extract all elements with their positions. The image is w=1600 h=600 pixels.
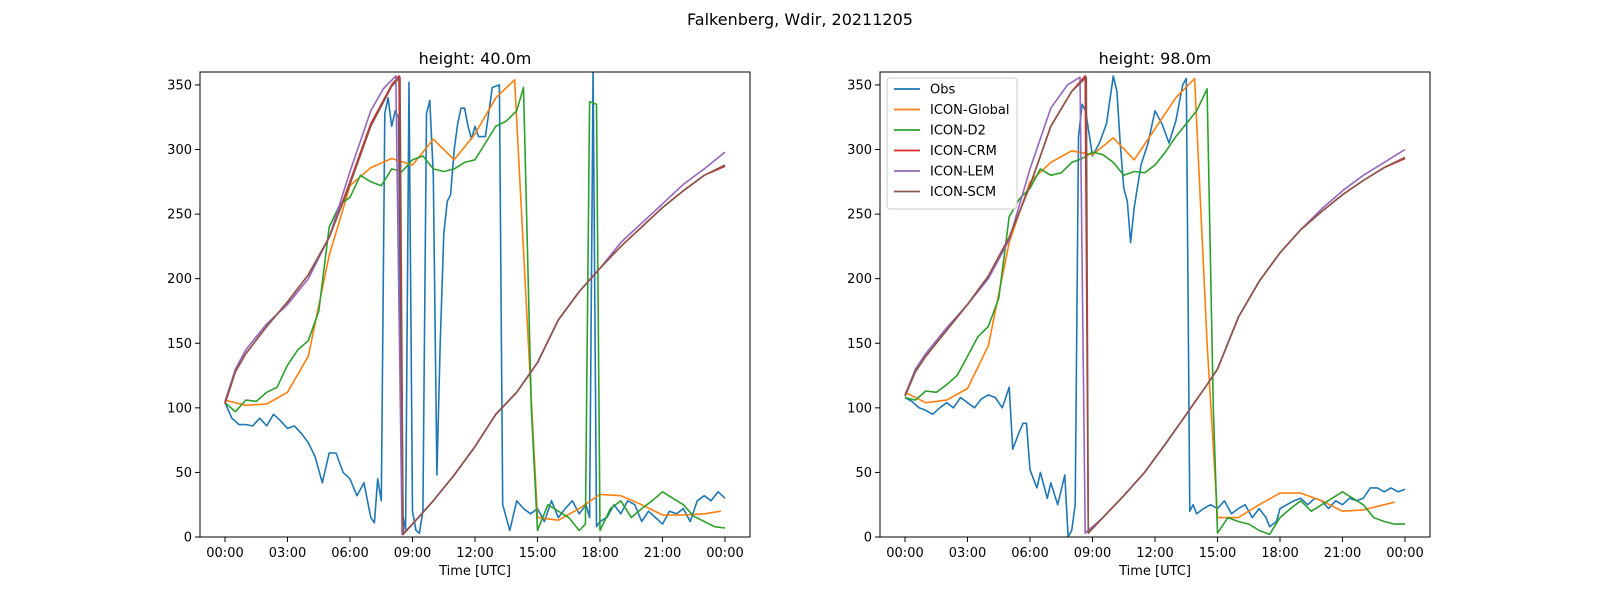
series-group [224,72,726,536]
series-line-obs [224,72,726,534]
y-tick-label: 300 [167,143,192,158]
x-tick-label: 12:00 [1136,546,1173,561]
series-line-icon-global [224,79,721,521]
y-tick-label: 150 [167,337,192,352]
y-tick-label: 0 [864,531,872,546]
x-tick-label: 09:00 [1074,546,1111,561]
x-tick-label: 21:00 [644,546,681,561]
legend-entry: ICON-SCM [930,185,996,200]
y-tick-label: 200 [847,272,872,287]
x-tick-label: 15:00 [519,546,556,561]
y-tick-label: 350 [847,78,872,93]
chart-panel-1: 00:00 03:00 06:00 09:00 12:00 15:00 18:00 21:00… [167,49,751,579]
y-tick-label: 250 [167,208,192,223]
series-group [904,75,1406,537]
y-tick-label: 350 [167,78,192,93]
y-tick-label: 0 [184,531,192,546]
x-tick-label: 12:00 [456,546,493,561]
panel-title: height: 40.0m [419,49,532,68]
legend-entry: ICON-D2 [930,124,986,139]
x-tick-label: 09:00 [394,546,431,561]
x-tick-label: 00:00 [886,546,923,561]
legend-entry: Obs [930,83,955,98]
x-tick-label: 06:00 [331,546,368,561]
x-tick-label: 21:00 [1324,546,1361,561]
x-axis-label: Time [UTC] [438,564,511,579]
x-tick-label: 15:00 [1199,546,1236,561]
x-tick-label: 03:00 [949,546,986,561]
x-tick-label: 00:00 [706,546,743,561]
y-tick-label: 250 [847,208,872,223]
legend-entry: ICON-Global [930,103,1010,118]
series-line-icon-scm [904,76,1406,534]
x-tick-label: 18:00 [1261,546,1298,561]
series-line-icon-scm [224,76,726,536]
series-line-icon-d2 [224,86,726,532]
y-tick-label: 150 [847,337,872,352]
series-line-icon-global [904,77,1395,519]
legend-box [886,77,1018,210]
series-line-icon-d2 [904,88,1405,536]
legend: Obs ICON-Global ICON-D2 ICON-CRM ICON-LEM ICO… [886,77,1018,210]
x-axis-label: Time [UTC] [1118,564,1191,579]
x-tick-label: 06:00 [1011,546,1048,561]
y-tick-label: 300 [847,143,872,158]
x-tick-label: 03:00 [269,546,306,561]
x-tick-label: 18:00 [581,546,618,561]
y-tick-label: 200 [167,272,192,287]
x-tick-label: 00:00 [206,546,243,561]
legend-entry: ICON-CRM [930,144,997,159]
figure-title: Falkenberg, Wdir, 20211205 [687,10,913,29]
y-tick-label: 100 [847,401,872,416]
x-tick-label: 00:00 [1386,546,1423,561]
panel-title: height: 98.0m [1099,49,1212,68]
y-tick-label: 50 [175,466,192,481]
chart-panel-2: 00:00 03:00 06:00 09:00 12:00 15:00 18:00 21:00… [847,49,1431,579]
series-line-obs [904,75,1406,537]
y-tick-label: 100 [167,401,192,416]
y-tick-label: 50 [855,466,872,481]
legend-entry: ICON-LEM [930,165,994,180]
